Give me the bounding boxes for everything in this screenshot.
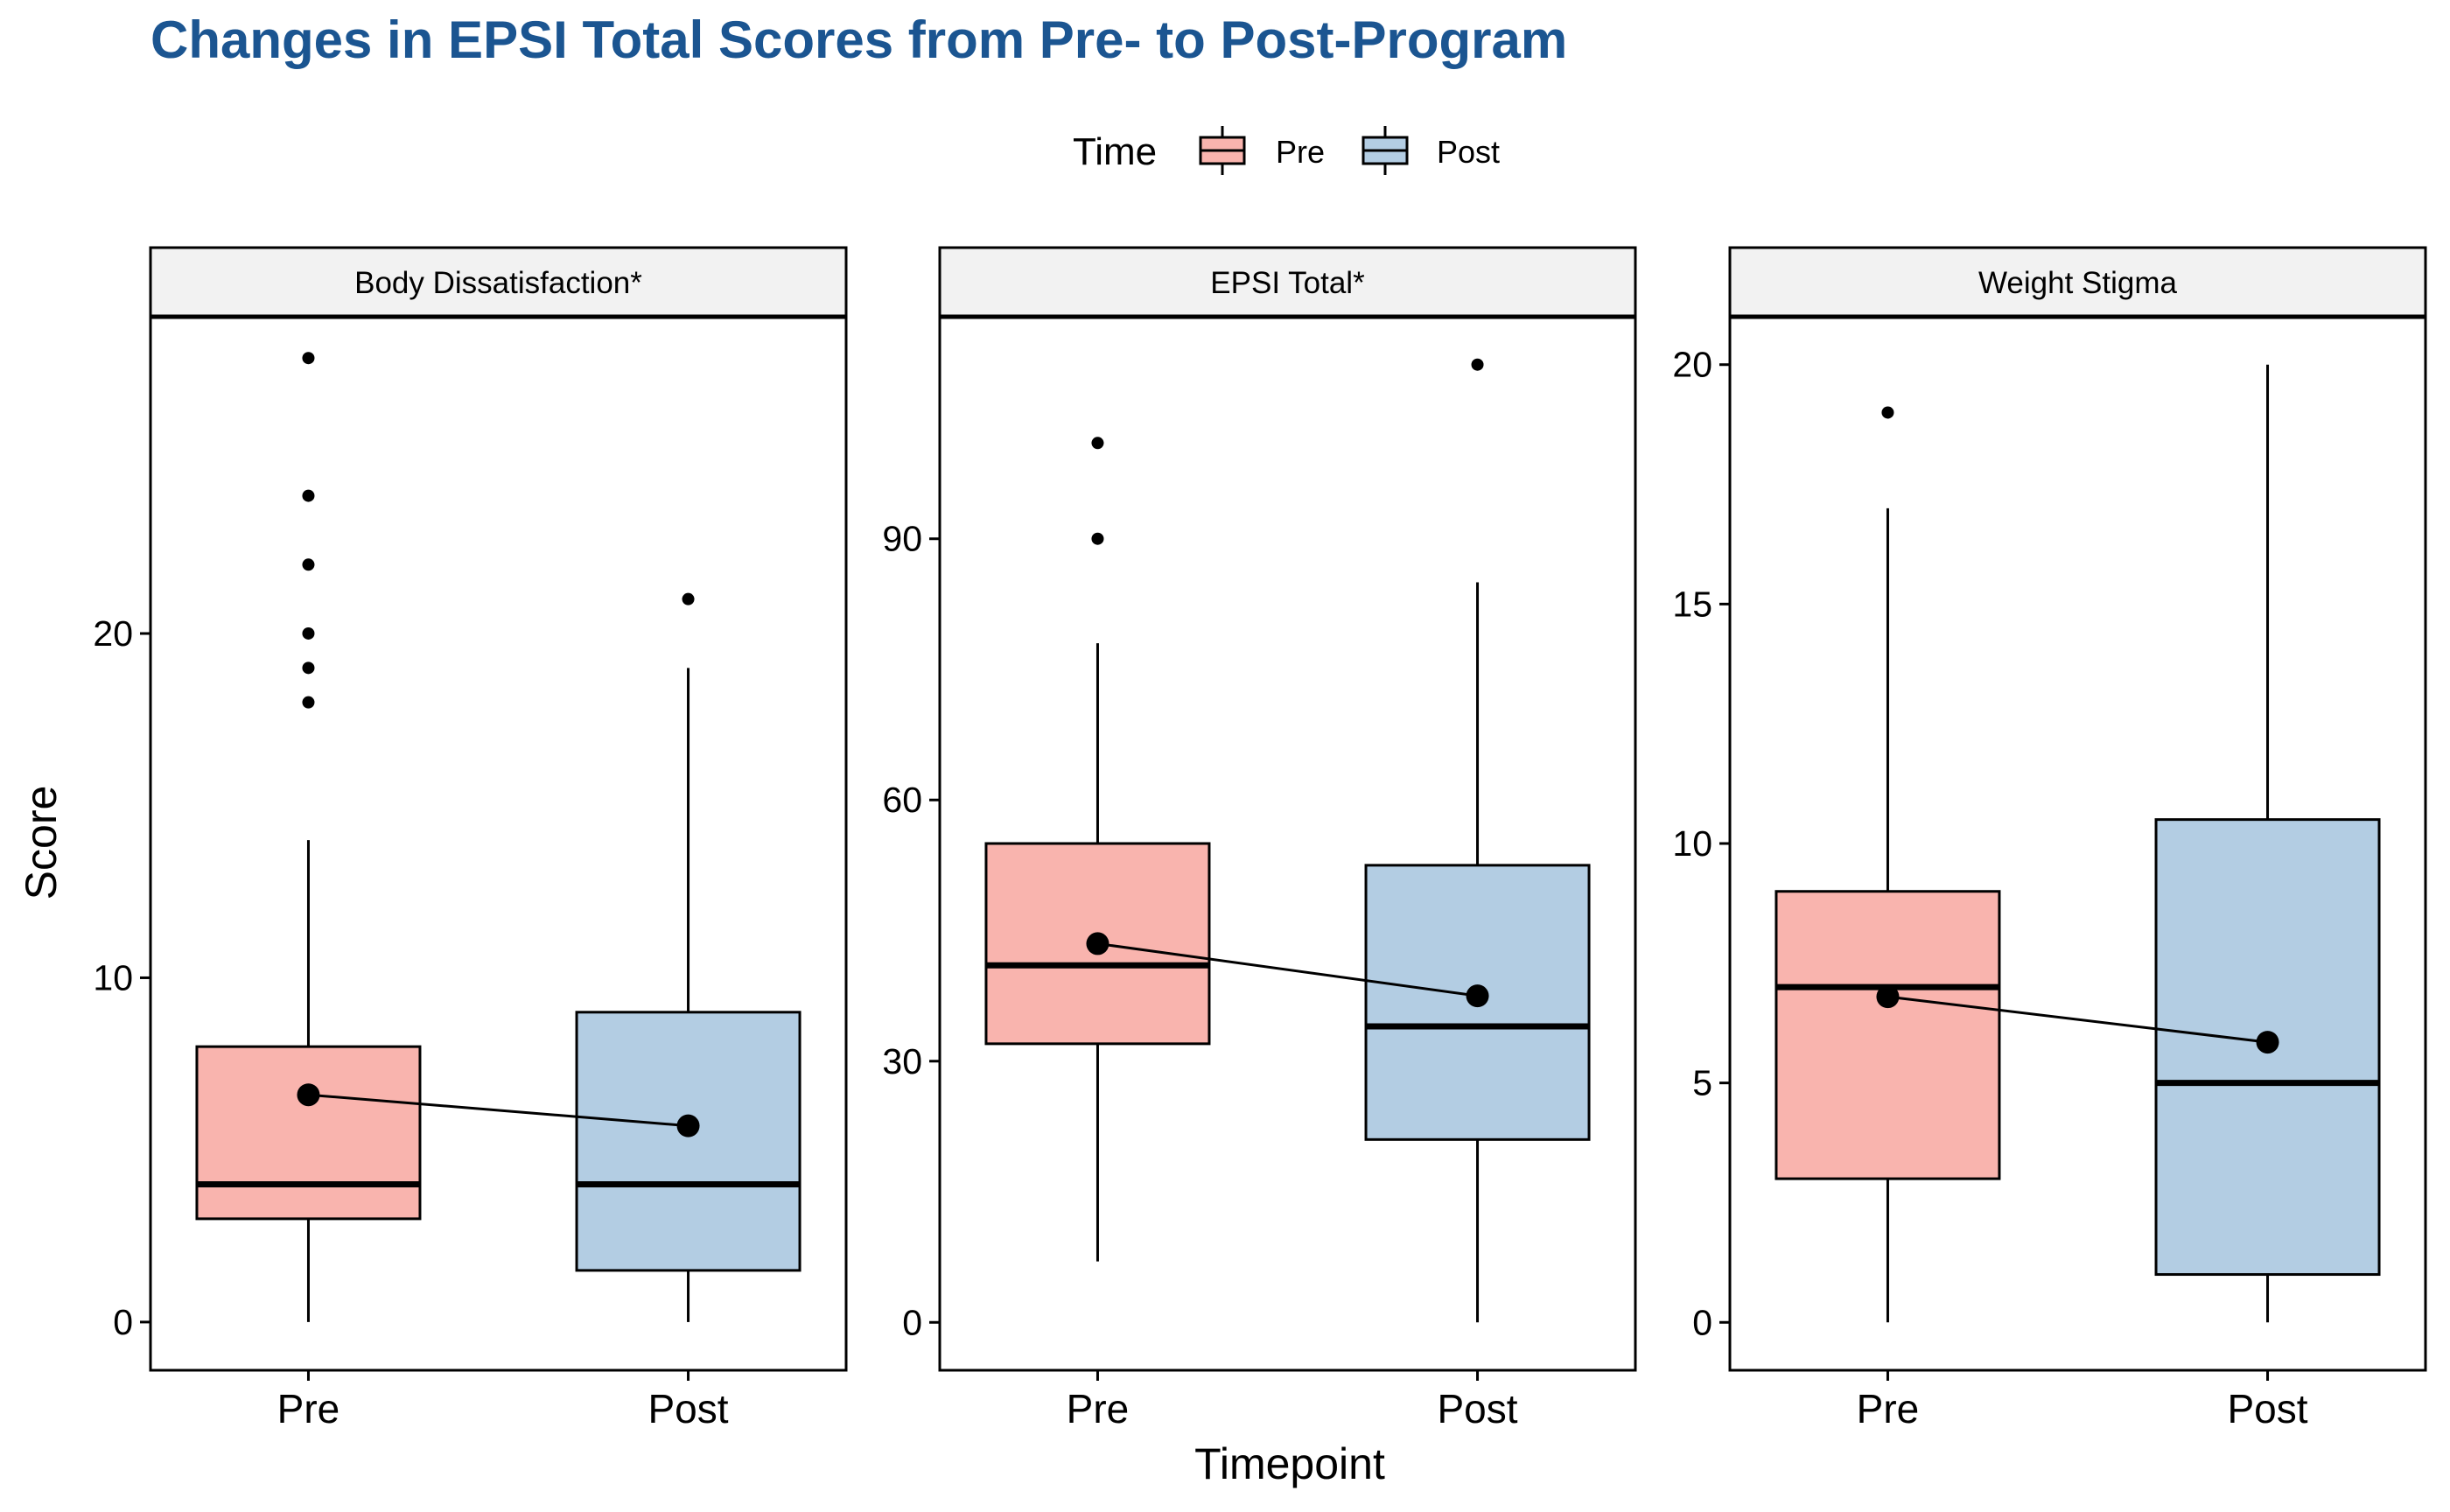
y-tick-label: 20 [93,613,133,654]
x-tick-label: Post [1438,1386,1518,1432]
y-tick-label: 10 [93,957,133,998]
x-tick-label: Post [2228,1386,2308,1432]
y-tick-label: 0 [113,1302,133,1342]
y-tick-label: 20 [1672,345,1712,385]
outlier-point [302,626,315,640]
mean-point-pre [297,1083,320,1107]
legend-key-pre [1199,126,1246,175]
facet-panel: Weight Stigma 0 5 10 15 20 Pre Post [1672,246,2427,1432]
mean-point-pre [1086,932,1110,956]
x-tick-label: Post [648,1386,729,1432]
x-axis-label: Timepoint [1194,1439,1385,1488]
facet-strip-label: Body Dissatisfaction* [354,266,642,300]
outlier-point [302,662,315,675]
x-tick-label: Pre [1067,1386,1130,1432]
x-tick-label: Pre [1857,1386,1920,1432]
mean-connector [308,1093,689,1128]
mean-point-post [676,1114,700,1138]
outlier-point [302,558,315,571]
boxplot-post [575,592,802,1322]
boxplot-post [2154,364,2381,1323]
box-iqr [1774,890,2001,1180]
legend-key-post [1362,126,1409,175]
boxplot-post [1364,358,1591,1323]
mean-point-post [2256,1031,2279,1054]
outlier-point [302,489,315,502]
outlier-point [302,352,315,365]
mean-point-pre [1876,985,1900,1009]
legend-label-post: Post [1437,134,1500,170]
y-tick-label: 60 [882,780,922,820]
legend-title: Time [1073,130,1157,173]
facet-strip-label: Weight Stigma [1978,266,2177,300]
legend-label-pre: Pre [1276,134,1325,170]
y-tick-label: 15 [1672,584,1712,624]
legend: Time Pre Post [1073,126,1500,175]
y-tick-label: 0 [902,1302,922,1342]
y-axis-label: Score [17,786,66,900]
mean-point-post [1466,984,1489,1008]
outlier-point [682,592,695,606]
box-iqr [195,1045,422,1221]
y-tick-label: 90 [882,519,922,559]
y-tick-label: 30 [882,1041,922,1082]
y-tick-label: 0 [1692,1302,1712,1342]
box-iqr [575,1011,802,1272]
facet-strip [149,246,848,318]
outlier-point [1091,437,1104,450]
y-tick-label: 5 [1692,1063,1712,1103]
facet-strip [1728,246,2427,318]
boxplot-pre [1774,406,2001,1323]
facet-strip-label: EPSI Total* [1210,266,1365,300]
y-tick-label: 10 [1672,823,1712,864]
mean-connector [1887,995,2268,1044]
boxplot-pre [984,437,1211,1262]
chart-title: Changes in EPSI Total Scores from Pre- t… [150,10,1567,69]
outlier-point [1471,358,1484,371]
outlier-point [1091,532,1104,545]
facet-panel: Body Dissatisfaction* 0 10 20 Pre Post [93,246,848,1432]
boxplot-pre [195,352,422,1322]
facet-panel: EPSI Total* 0 30 60 90 Pre Post [882,246,1637,1432]
mean-connector [1097,942,1478,998]
outlier-point [1881,406,1894,419]
outlier-point [302,696,315,709]
facet-strip [938,246,1637,318]
x-tick-label: Pre [277,1386,340,1432]
